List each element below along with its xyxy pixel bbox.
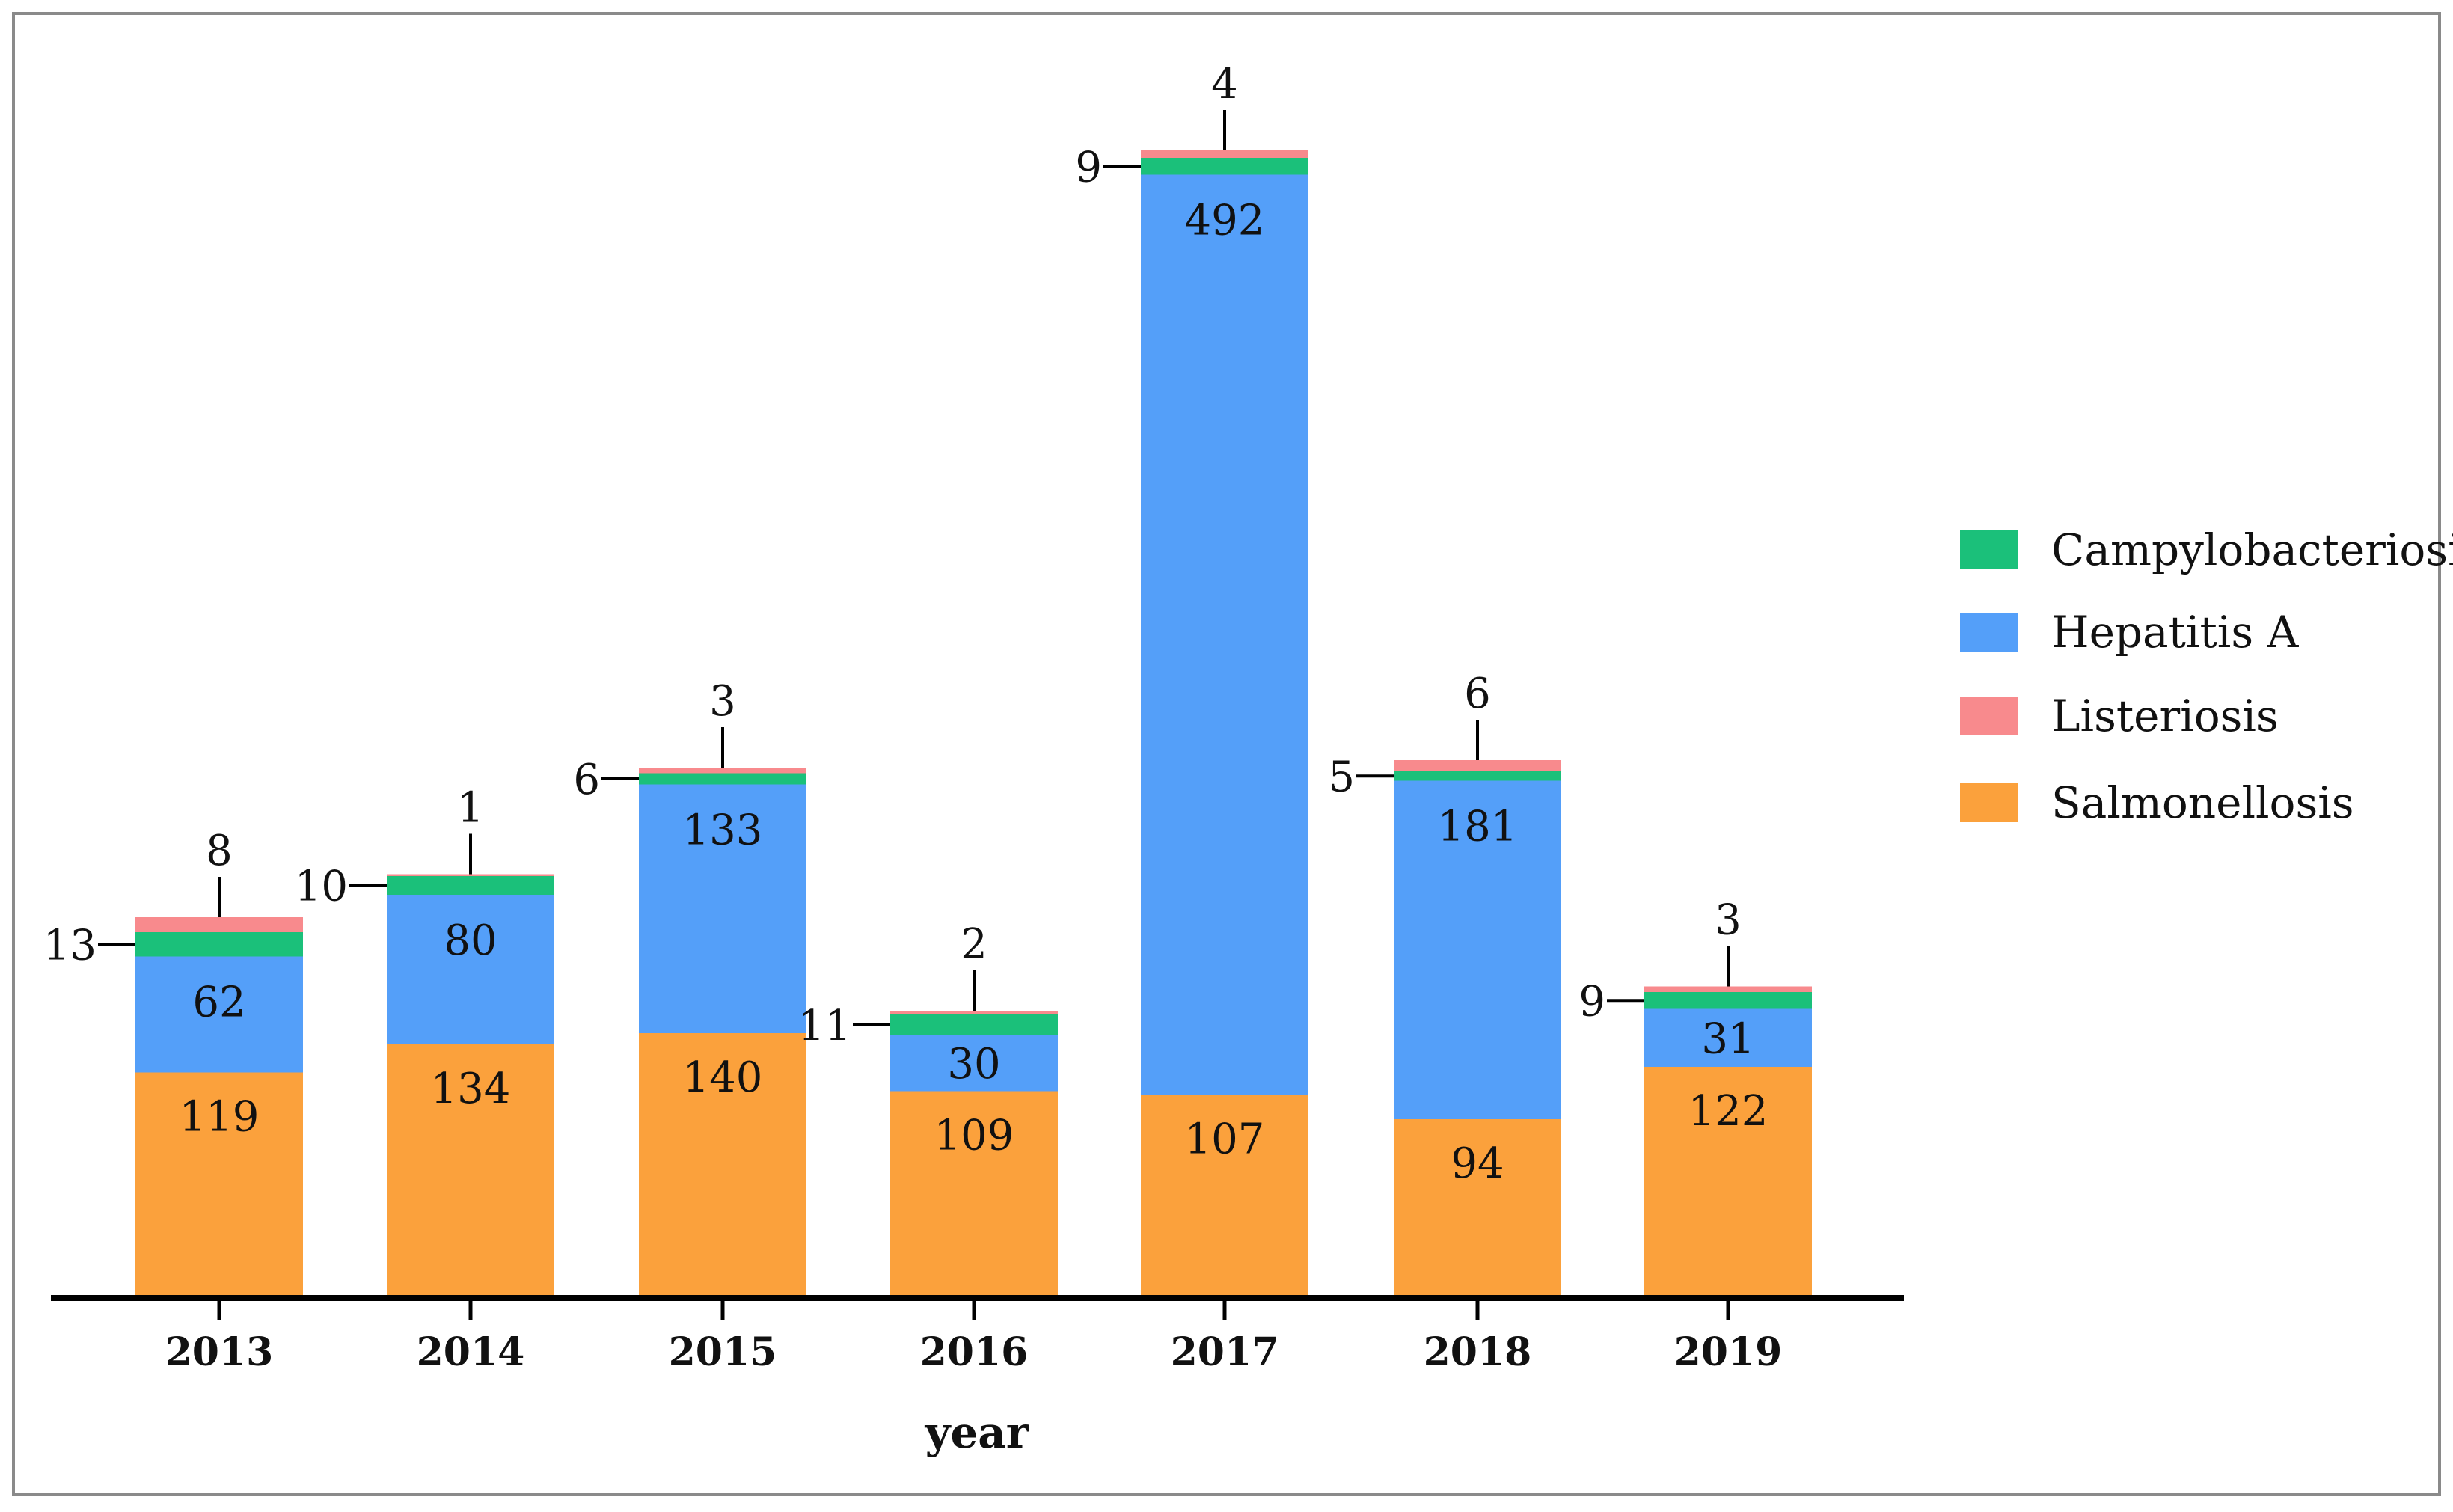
value-label-listeriosis-2016: 2 [961,920,987,969]
x-ticks-layer: 2013 2014 2015 2016 2017 2018 2019 [165,1298,1783,1375]
value-label-listeriosis-2014: 1 [457,784,484,833]
value-label-salmonellosis-2018: 94 [1451,1139,1504,1188]
bar-campylobacteriosis-2016 [890,1014,1058,1035]
bar-listeriosis-2016 [890,1011,1058,1014]
bar-salmonellosis-2015 [639,1033,806,1295]
value-label-campylobacteriosis-2016: 11 [798,1002,851,1050]
bar-salmonellosis-2014 [387,1044,554,1295]
x-tick-label-2013: 2013 [165,1329,274,1375]
value-label-hepatitis-a-2013: 62 [192,979,245,1027]
bar-hepatitis-a-2017 [1141,174,1308,1095]
x-tick-label-2014: 2014 [417,1329,525,1375]
x-tick-label-2019: 2019 [1674,1329,1783,1375]
bar-hepatitis-a-2018 [1394,780,1561,1119]
value-label-listeriosis-2019: 3 [1715,896,1742,945]
bar-hepatitis-a-2016 [890,1035,1058,1092]
bar-campylobacteriosis-2018 [1394,771,1561,781]
bar-hepatitis-a-2019 [1644,1008,1812,1067]
bar-salmonellosis-2016 [890,1091,1058,1295]
value-label-campylobacteriosis-2014: 10 [295,863,348,911]
bar-listeriosis-2017 [1141,150,1308,158]
bar-campylobacteriosis-2017 [1141,158,1308,175]
bar-hepatitis-a-2013 [135,956,303,1073]
bar-campylobacteriosis-2015 [639,773,806,785]
bar-listeriosis-2019 [1644,986,1812,992]
legend: Campylobacteriosis Hepatitis A Listeriosis… [1960,524,2453,828]
legend-swatch-salmonellosis [1960,783,2018,822]
bar-hepatitis-a-2014 [387,895,554,1044]
value-label-campylobacteriosis-2013: 13 [43,921,97,970]
bar-salmonellosis-2013 [135,1072,303,1295]
bar-listeriosis-2014 [387,874,554,876]
x-tick-label-2018: 2018 [1424,1329,1532,1375]
x-tick-label-2017: 2017 [1171,1329,1279,1375]
legend-label-listeriosis: Listeriosis [2051,691,2279,741]
bar-hepatitis-a-2015 [639,784,806,1033]
value-label-hepatitis-a-2018: 181 [1438,803,1518,851]
value-label-campylobacteriosis-2019: 9 [1578,977,1605,1026]
legend-label-campylobacteriosis: Campylobacteriosis [2051,524,2453,575]
bar-listeriosis-2015 [639,768,806,774]
legend-label-hepatitis-a: Hepatitis A [2051,607,2300,658]
value-label-salmonellosis-2014: 134 [431,1065,511,1113]
bar-listeriosis-2018 [1394,760,1561,771]
bar-campylobacteriosis-2019 [1644,992,1812,1009]
value-label-listeriosis-2015: 3 [709,677,736,726]
legend-label-salmonellosis: Salmonellosis [2051,777,2354,828]
value-label-salmonellosis-2019: 122 [1688,1087,1768,1136]
value-label-hepatitis-a-2017: 492 [1185,197,1265,245]
value-label-hepatitis-a-2016: 30 [947,1040,1000,1089]
value-label-campylobacteriosis-2018: 5 [1328,753,1355,801]
legend-swatch-hepatitis-a [1960,613,2018,652]
bar-salmonellosis-2018 [1394,1119,1561,1295]
value-label-listeriosis-2017: 4 [1211,60,1238,108]
value-label-hepatitis-a-2014: 80 [444,916,497,965]
value-label-campylobacteriosis-2017: 9 [1075,143,1102,192]
value-label-hepatitis-a-2015: 133 [683,806,763,855]
bar-listeriosis-2013 [135,917,303,932]
bar-salmonellosis-2017 [1141,1095,1308,1295]
value-label-campylobacteriosis-2015: 6 [573,756,600,804]
x-tick-label-2015: 2015 [669,1329,777,1375]
value-label-hepatitis-a-2019: 31 [1701,1014,1754,1063]
bar-salmonellosis-2019 [1644,1067,1812,1295]
value-label-salmonellosis-2015: 140 [683,1053,763,1102]
value-label-listeriosis-2018: 6 [1464,670,1491,718]
bar-campylobacteriosis-2013 [135,932,303,957]
value-label-salmonellosis-2013: 119 [180,1093,260,1142]
value-label-salmonellosis-2017: 107 [1185,1115,1265,1164]
x-tick-label-2016: 2016 [920,1329,1029,1375]
value-label-salmonellosis-2016: 109 [934,1112,1014,1160]
legend-swatch-campylobacteriosis [1960,530,2018,569]
value-label-listeriosis-2013: 8 [206,827,233,875]
bar-campylobacteriosis-2014 [387,876,554,895]
value-labels-layer: 1196213813480101140133631093011210749294… [43,60,1768,1188]
x-axis-title: year [925,1407,1030,1458]
bars-layer [135,150,1812,1295]
legend-swatch-listeriosis [1960,697,2018,735]
